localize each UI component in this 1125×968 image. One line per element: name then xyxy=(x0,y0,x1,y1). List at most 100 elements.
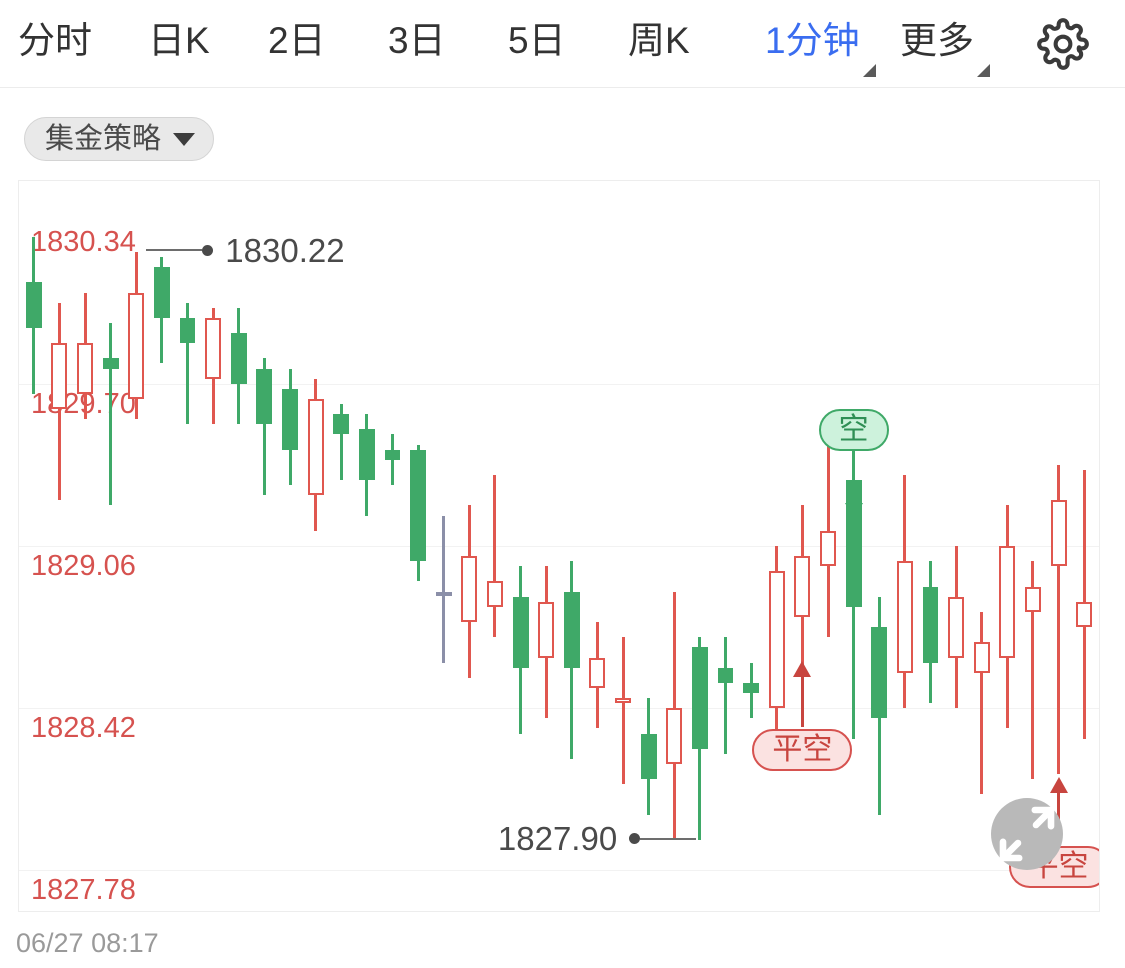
candlestick xyxy=(19,181,1099,911)
candlestick xyxy=(19,181,1099,911)
candlestick xyxy=(19,181,1099,911)
candlestick-body xyxy=(256,368,273,425)
candlestick-body xyxy=(128,292,145,399)
tab-more-label: 更多 xyxy=(900,20,974,61)
y-axis-label: 1830.34 xyxy=(31,226,136,258)
candlestick xyxy=(19,181,1099,911)
candlestick xyxy=(19,181,1099,911)
candlestick-wick xyxy=(186,302,190,425)
candlestick xyxy=(19,181,1099,911)
candlestick xyxy=(19,181,1099,911)
candlestick xyxy=(19,181,1099,911)
tab-2day[interactable]: 2日 xyxy=(268,22,326,59)
chart-timestamp: 06/27 08:17 xyxy=(16,928,159,958)
candlestick xyxy=(19,181,1099,911)
candlestick-body xyxy=(589,657,606,688)
toolbar-divider xyxy=(0,87,1125,88)
candlestick-body xyxy=(333,414,350,435)
chart-gridline xyxy=(19,546,1099,547)
candlestick xyxy=(19,181,1099,911)
candlestick-body xyxy=(563,591,580,668)
high-price-label: 1830.22 xyxy=(225,231,345,269)
high-price-marker: 1830.22 xyxy=(146,231,345,269)
candlestick-body xyxy=(512,596,529,668)
tab-3day-label: 3日 xyxy=(388,20,446,61)
candlestick-body xyxy=(1025,586,1041,612)
candlestick-body xyxy=(410,449,427,562)
candlestick-body xyxy=(102,358,119,369)
candlestick-wick xyxy=(109,322,113,506)
gear-icon[interactable] xyxy=(1037,18,1089,70)
candlestick-body xyxy=(205,317,222,379)
strategy-dropdown[interactable]: 集金策略 xyxy=(24,117,215,161)
candlestick-body xyxy=(358,429,375,481)
candlestick xyxy=(19,181,1099,911)
candlestick-wick xyxy=(493,475,497,638)
candlestick xyxy=(19,181,1099,911)
candlestick xyxy=(19,181,1099,911)
candlestick xyxy=(19,181,1099,911)
tab-1min[interactable]: 1分钟 xyxy=(765,22,876,77)
y-axis-label: 1828.42 xyxy=(31,712,136,744)
candlestick xyxy=(19,181,1099,911)
candlestick xyxy=(19,181,1099,911)
candlestick-wick xyxy=(621,637,625,785)
candlestick xyxy=(19,181,1099,911)
candlestick xyxy=(19,181,1099,911)
candlestick-wick xyxy=(390,434,394,486)
candlestick xyxy=(19,181,1099,911)
candlestick-body xyxy=(307,398,324,496)
candlestick-body xyxy=(230,333,247,384)
candlestick xyxy=(19,181,1099,911)
tab-2day-label: 2日 xyxy=(268,20,326,61)
tab-weekly-k[interactable]: 周K xyxy=(628,22,690,59)
candlestick-body xyxy=(179,317,196,344)
candlestick-wick xyxy=(1057,464,1061,775)
candlestick-body xyxy=(282,388,298,450)
candlestick-wick xyxy=(339,404,343,481)
low-price-label: 1827.90 xyxy=(497,820,618,858)
candlestick-body xyxy=(384,449,401,460)
candlestick xyxy=(19,181,1099,911)
candlestick xyxy=(19,181,1099,911)
tab-more[interactable]: 更多 xyxy=(900,20,990,77)
candlestick xyxy=(19,181,1099,911)
candlestick-body xyxy=(691,647,708,749)
candlestick-wick xyxy=(980,611,984,795)
candlestick-body xyxy=(51,343,68,410)
triangle-corner-icon xyxy=(862,64,876,77)
candlestick xyxy=(19,181,1099,911)
y-axis-label: 1827.78 xyxy=(31,874,136,906)
chart-gridline xyxy=(19,870,1099,871)
tab-daily-k[interactable]: 日K xyxy=(148,22,210,59)
candlestick-body xyxy=(794,556,811,617)
candlestick-body xyxy=(640,733,657,780)
toolbar-tabs: 分时 日K 2日 3日 5日 周K 1分钟 更多 xyxy=(0,0,1125,88)
candlestick xyxy=(19,181,1099,911)
chevron-down-icon xyxy=(173,132,196,146)
expand-arrows-icon[interactable] xyxy=(991,798,1063,870)
candlestick xyxy=(19,181,1099,911)
candlestick xyxy=(19,181,1099,911)
candlestick xyxy=(19,181,1099,911)
candlestick-body xyxy=(999,546,1016,658)
tab-3day[interactable]: 3日 xyxy=(388,22,446,59)
marker-leader-line xyxy=(146,249,203,252)
candlestick xyxy=(19,181,1099,911)
chart-gridline xyxy=(19,384,1099,385)
tab-timeline[interactable]: 分时 xyxy=(18,22,92,59)
y-axis-label: 1829.70 xyxy=(31,390,136,419)
candlestick-body xyxy=(1076,601,1093,628)
y-axis-label: 1829.06 xyxy=(31,550,136,582)
candlestick xyxy=(19,181,1099,911)
tab-weekly-k-label: 周K xyxy=(628,20,690,61)
candlestick-body xyxy=(25,282,42,328)
candlestick-wick xyxy=(262,358,266,496)
candlestick xyxy=(19,181,1099,911)
tab-5day[interactable]: 5日 xyxy=(508,22,566,59)
triangle-corner-icon xyxy=(977,64,990,77)
candlestick-body xyxy=(871,627,888,719)
low-price-marker: 1827.90 xyxy=(497,820,697,858)
candlestick-body xyxy=(743,682,760,693)
candlestick-chart[interactable]: 1830.34 1829.70 1829.06 1828.42 1827.78 1830.… xyxy=(18,180,1100,912)
